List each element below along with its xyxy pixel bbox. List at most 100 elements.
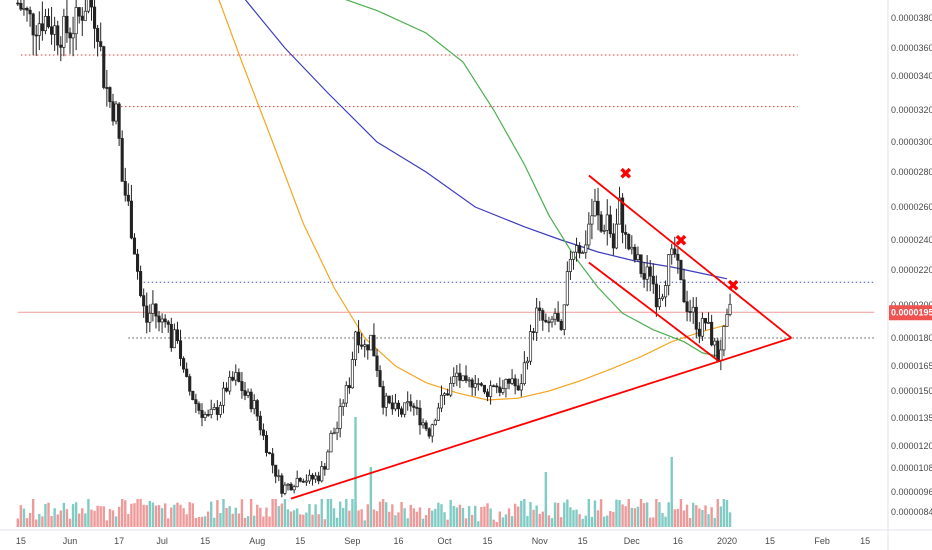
volume-bar <box>627 499 630 527</box>
candle-body <box>307 474 312 482</box>
volume-bar <box>618 500 621 527</box>
volume-bar <box>556 502 560 527</box>
volume-bar <box>354 417 357 527</box>
volume-bar <box>523 499 526 527</box>
candle-body <box>135 253 140 272</box>
volume-bar <box>575 509 578 527</box>
candle-body <box>442 393 447 396</box>
candle-body <box>590 215 594 225</box>
candle-body <box>510 378 514 384</box>
volume-bar <box>173 504 176 527</box>
candle-body <box>716 340 720 361</box>
candle-body <box>449 382 453 396</box>
volume-bar <box>317 514 320 527</box>
volume-bar <box>470 514 474 527</box>
volume-bar <box>357 510 360 527</box>
volume-bar <box>351 499 354 527</box>
candle-body <box>129 200 133 239</box>
volume-bar <box>210 501 213 527</box>
candle-body <box>329 433 333 453</box>
volume-bar <box>292 510 296 527</box>
candle-body <box>335 428 339 434</box>
x-tick-label: 15 <box>200 536 210 546</box>
x-tick-label: 16 <box>393 536 403 546</box>
volume-bar <box>262 516 265 527</box>
volume-bar <box>302 514 305 527</box>
volume-bar <box>148 500 152 527</box>
volume-bar <box>391 504 394 527</box>
last-price-badge-bg <box>889 305 932 321</box>
x-tick-label: 2020 <box>717 536 737 546</box>
volume-bar <box>587 499 591 527</box>
volume-bar <box>314 504 317 527</box>
candle-body <box>218 404 222 415</box>
candle-body <box>185 368 189 377</box>
volume-bar <box>449 499 452 527</box>
candle-body <box>381 386 385 408</box>
volume-bar <box>311 514 314 527</box>
candle-body <box>722 326 726 351</box>
candle-body <box>642 273 646 280</box>
volume-bar <box>338 501 342 527</box>
volume-bar <box>486 503 489 527</box>
candle-body <box>636 254 640 260</box>
volume-bar <box>630 507 634 527</box>
candle-body <box>271 453 275 466</box>
x-tick-label: Jun <box>63 536 78 546</box>
candle-body <box>292 486 296 491</box>
candle-body <box>357 331 361 346</box>
candle-body <box>206 414 210 416</box>
candle-body <box>645 266 649 280</box>
candle-body <box>240 381 244 391</box>
candle-body <box>700 318 704 337</box>
volume-bar <box>188 502 191 527</box>
volume-bar <box>418 507 422 527</box>
candle-body <box>62 15 66 48</box>
volume-bar <box>655 499 658 527</box>
candle-body <box>182 358 186 370</box>
volume-bar <box>498 511 501 527</box>
volume-bar <box>323 519 327 527</box>
candle-body <box>458 372 462 381</box>
candle-body <box>228 376 232 392</box>
candle-body <box>341 402 345 407</box>
candle-body <box>255 400 259 417</box>
volume-bar <box>427 508 431 527</box>
volume-bar <box>22 508 26 527</box>
candle-body <box>363 344 367 347</box>
volume-bar <box>289 511 293 527</box>
candle-body <box>243 390 247 396</box>
candle-body <box>19 2 23 10</box>
candle-body <box>633 246 637 260</box>
candle-body <box>372 334 376 357</box>
candle-body <box>120 138 124 182</box>
candle-body <box>289 483 293 491</box>
moving-average-line <box>244 0 728 280</box>
candle-body <box>280 475 284 494</box>
candle-body <box>157 315 161 323</box>
candle-body <box>65 15 69 34</box>
candle-body <box>123 181 127 196</box>
candle-body <box>274 464 278 477</box>
volume-bar <box>642 503 646 527</box>
candle-body <box>50 26 54 35</box>
candle-body <box>418 407 422 426</box>
candle-body <box>415 407 419 409</box>
candle-body <box>234 372 238 381</box>
candle-body <box>547 321 551 324</box>
candle-body <box>53 25 57 35</box>
candle-body <box>556 313 560 322</box>
candle-body <box>151 303 155 314</box>
candle-body <box>535 307 539 333</box>
volume-bar <box>41 516 44 527</box>
volume-bar <box>701 509 704 527</box>
volume-bar <box>348 510 351 527</box>
candlesticks[interactable] <box>16 0 732 498</box>
candle-body <box>470 379 474 388</box>
candle-body <box>651 275 655 285</box>
